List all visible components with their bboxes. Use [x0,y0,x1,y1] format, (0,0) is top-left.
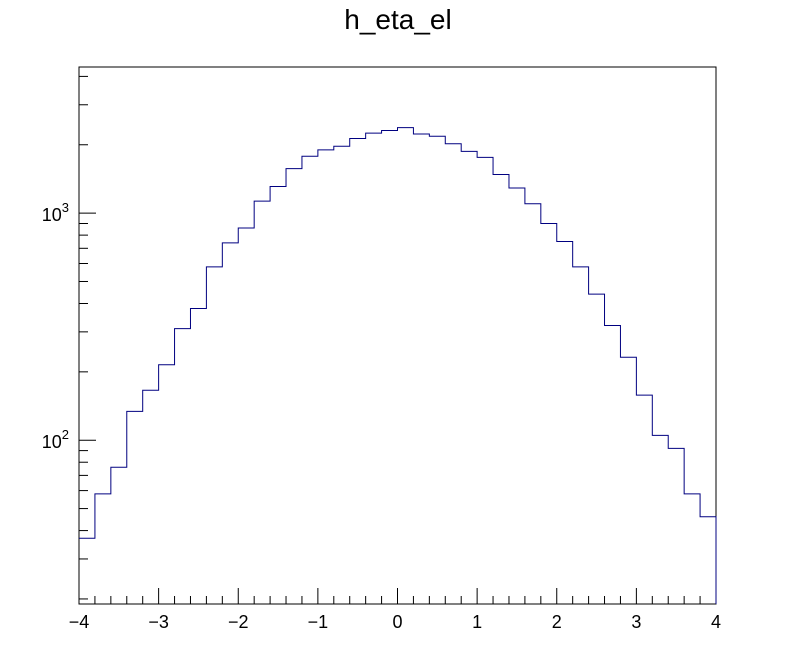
x-tick-label: 4 [711,612,721,632]
x-tick-label: 1 [472,612,482,632]
x-tick-label: 2 [552,612,562,632]
x-tick-label: −1 [308,612,329,632]
y-tick-label: 103 [42,200,69,225]
chart-title: h_eta_el [344,4,452,35]
histogram-line [79,127,717,604]
x-tick-label: −2 [228,612,249,632]
axis-tick-labels: −4 −3 −2 −1 0 1 2 3 4 102 103 [42,200,721,632]
y-tick-label: 102 [42,427,69,452]
x-tick-label: −3 [148,612,169,632]
x-tick-label: 3 [631,612,641,632]
x-tick-label: −4 [69,612,90,632]
axis-ticks [78,75,717,604]
x-tick-label: 0 [392,612,402,632]
